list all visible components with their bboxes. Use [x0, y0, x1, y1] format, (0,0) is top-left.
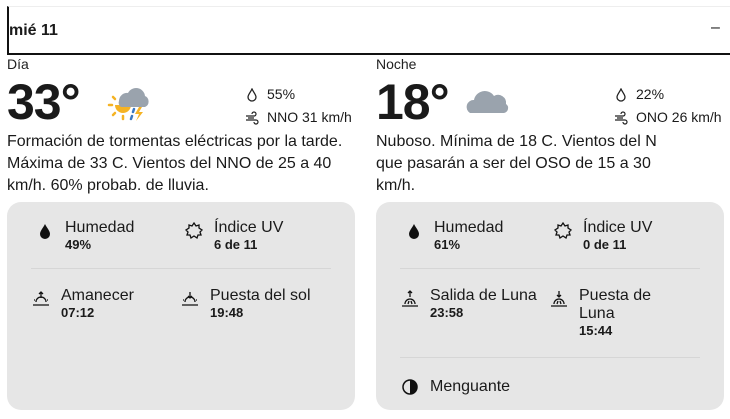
sunrise-item: Amanecer 07:12: [31, 287, 134, 321]
sunset-item: Puesta del sol 19:48: [180, 287, 311, 321]
night-section: Noche 18° 22% ONO 26 km/h Nuboso. Mínima…: [376, 55, 726, 415]
uv-sun-icon: [184, 221, 204, 240]
sunrise-icon: [33, 291, 49, 306]
day-details-card: Humedad 49% Índice UV 6 de 11 Amanecer 07:1…: [7, 202, 355, 410]
thunderstorm-partly-sunny-icon: [107, 88, 149, 121]
moonrise-item: Salida de Luna 23:58: [400, 287, 537, 321]
uv-item: Índice UV 0 de 11: [553, 219, 652, 253]
moonset-icon: [551, 291, 567, 307]
day-label: Día: [7, 56, 29, 72]
drop-icon: [247, 87, 257, 102]
night-details-card: Humedad 61% Índice UV 0 de 11 Salida de Lu…: [376, 202, 724, 410]
day-description: Formación de tormentas eléctricas por la…: [7, 133, 343, 194]
uv-item: Índice UV 6 de 11: [184, 219, 283, 253]
divider: [400, 357, 700, 358]
humidity-drop-icon: [409, 224, 419, 239]
divider: [31, 268, 331, 269]
night-description: Nuboso. Mínima de 18 C. Vientos del N qu…: [376, 133, 657, 194]
half-moon-icon: [402, 379, 418, 395]
wind-icon: [615, 110, 628, 125]
humidity-drop-icon: [40, 224, 50, 239]
wind-icon: [246, 110, 259, 125]
moonrise-icon: [402, 290, 418, 307]
day-header[interactable]: mié 11 –: [7, 6, 730, 55]
night-temperature: 18°: [376, 74, 450, 130]
cloudy-icon: [466, 91, 509, 113]
moon-phase-item: Menguante: [400, 375, 510, 397]
wind: NNO 31 km/h: [245, 106, 352, 129]
wind: ONO 26 km/h: [614, 106, 722, 129]
day-section: Día 33° 55% NNO 31 km/h Formación de tor…: [7, 55, 357, 415]
precipitation: 22%: [614, 83, 722, 106]
humidity-item: Humedad 49%: [35, 219, 134, 253]
date-label: mié 11: [9, 22, 58, 39]
drop-icon: [616, 87, 626, 102]
sunset-icon: [182, 292, 198, 306]
collapse-icon[interactable]: –: [711, 19, 720, 36]
uv-sun-icon: [553, 221, 573, 240]
precipitation: 55%: [245, 83, 352, 106]
moonset-item: Puesta de Luna 15:44: [549, 287, 669, 339]
divider: [400, 268, 700, 269]
night-label: Noche: [376, 56, 417, 72]
day-temperature: 33°: [7, 74, 81, 130]
humidity-item: Humedad 61%: [404, 219, 503, 253]
